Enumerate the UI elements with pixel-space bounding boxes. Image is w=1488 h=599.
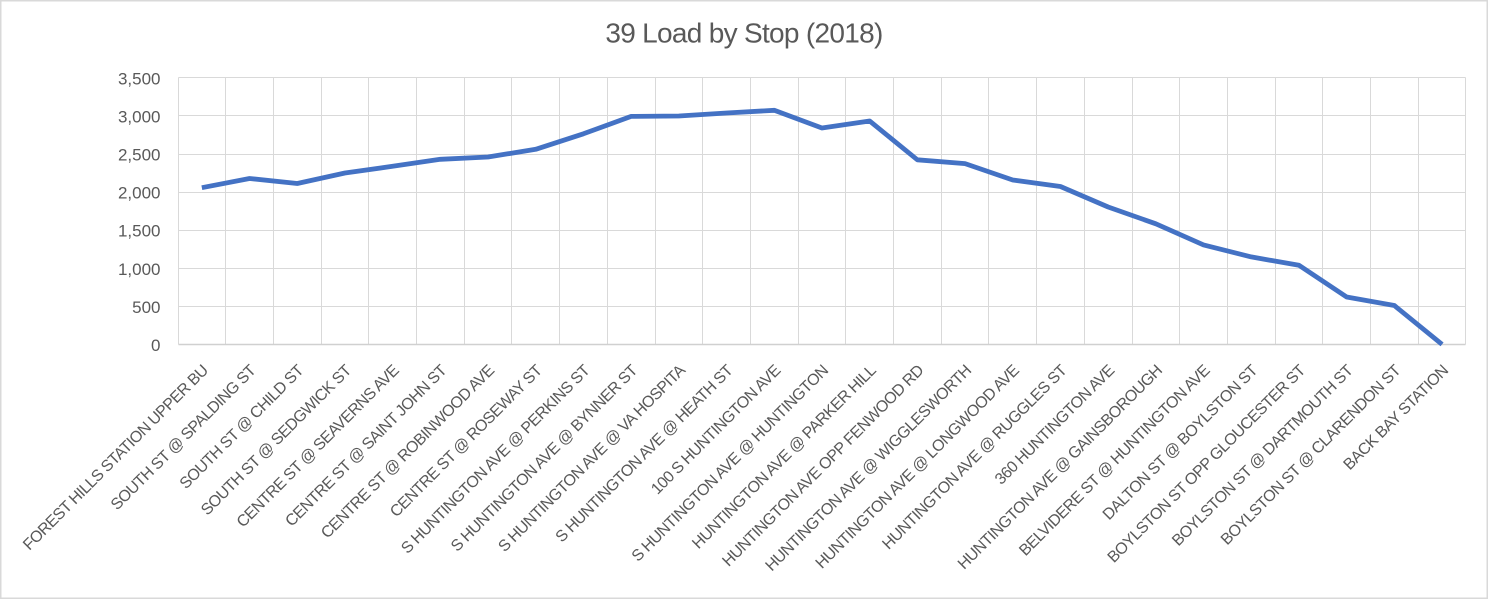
svg-text:3,000: 3,000 [118, 107, 161, 126]
svg-text:3,500: 3,500 [118, 69, 161, 88]
svg-text:0: 0 [151, 336, 160, 355]
svg-text:2,500: 2,500 [118, 146, 161, 165]
svg-text:2,000: 2,000 [118, 184, 161, 203]
svg-text:1,000: 1,000 [118, 260, 161, 279]
svg-text:500: 500 [132, 298, 160, 317]
svg-text:39 Load by Stop (2018): 39 Load by Stop (2018) [605, 18, 882, 49]
svg-text:1,500: 1,500 [118, 222, 161, 241]
